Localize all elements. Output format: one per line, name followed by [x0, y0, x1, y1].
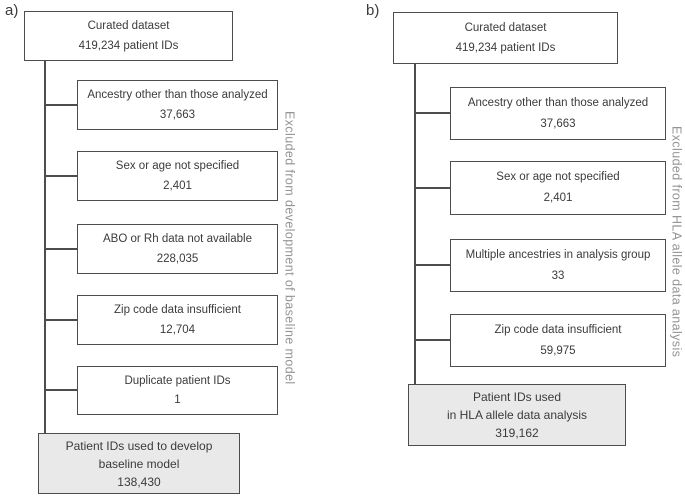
exclusion-box-sex-age: Sex or age not specified 2,401	[450, 161, 666, 215]
box-title: Curated dataset	[464, 21, 547, 34]
result-count: 138,430	[117, 474, 161, 489]
exclusion-label: Ancestry other than those analyzed	[467, 97, 649, 110]
curated-dataset-box: Curated dataset 419,234 patient IDs	[393, 12, 618, 64]
panel-b-label: b)	[366, 2, 380, 19]
box-count: 419,234 patient IDs	[455, 41, 556, 54]
exclusion-box-multiple-ancestries: Multiple ancestries in analysis group 33	[450, 239, 666, 292]
connector-stub	[44, 248, 77, 250]
panel-a-label: a)	[5, 2, 19, 19]
exclusion-count: 59,975	[540, 344, 576, 357]
exclusion-label: Sex or age not specified	[115, 160, 240, 173]
trunk-connector-line	[414, 64, 416, 384]
connector-stub	[414, 264, 450, 266]
side-note-excluded-baseline: Excluded from development of baseline mo…	[282, 110, 297, 385]
curated-dataset-box: Curated dataset 419,234 patient IDs	[24, 11, 233, 61]
exclusion-box-zip-code: Zip code data insufficient 59,975	[450, 314, 666, 367]
box-count: 419,234 patient IDs	[78, 39, 179, 52]
side-note-excluded-hla: Excluded from HLA allele data analysis	[669, 125, 684, 358]
result-box-hla-analysis: Patient IDs used in HLA allele data anal…	[408, 384, 626, 446]
result-line1: Patient IDs used	[472, 390, 562, 404]
exclusion-label: Multiple ancestries in analysis group	[465, 249, 651, 262]
trunk-connector-line	[44, 61, 46, 433]
result-box-baseline-model: Patient IDs used to develop baseline mod…	[38, 433, 240, 494]
connector-stub	[44, 319, 77, 321]
exclusion-label: Ancestry other than those analyzed	[87, 89, 268, 102]
exclusion-box-ancestry: Ancestry other than those analyzed 37,66…	[450, 87, 666, 140]
connector-stub	[414, 112, 450, 114]
connector-stub	[44, 104, 77, 106]
exclusion-count: 2,401	[163, 179, 192, 192]
result-line1: Patient IDs used to develop	[65, 438, 213, 453]
exclusion-label: Duplicate patient IDs	[124, 374, 231, 387]
exclusion-count: 37,663	[159, 108, 196, 121]
connector-stub	[44, 175, 77, 177]
connector-stub	[414, 339, 450, 341]
result-line2: in HLA allele data analysis	[446, 408, 588, 422]
exclusion-count: 1	[174, 393, 181, 406]
exclusion-box-duplicates: Duplicate patient IDs 1	[77, 366, 278, 415]
connector-stub	[414, 187, 450, 189]
exclusion-box-sex-age: Sex or age not specified 2,401	[77, 151, 278, 201]
exclusion-box-zip-code: Zip code data insufficient 12,704	[77, 295, 278, 345]
exclusion-box-abo-rh: ABO or Rh data not available 228,035	[77, 224, 278, 274]
exclusion-count: 12,704	[159, 323, 196, 336]
exclusion-count: 33	[551, 269, 565, 282]
result-line2: baseline model	[98, 456, 180, 471]
exclusion-label: Zip code data insufficient	[113, 304, 241, 317]
exclusion-label: Zip code data insufficient	[494, 324, 622, 337]
exclusion-label: ABO or Rh data not available	[103, 233, 252, 246]
exclusion-count: 37,663	[540, 117, 576, 130]
connector-stub	[44, 389, 77, 391]
exclusion-box-ancestry: Ancestry other than those analyzed 37,66…	[77, 80, 278, 130]
exclusion-count: 2,401	[543, 192, 573, 205]
result-count: 319,162	[495, 426, 539, 440]
exclusion-label: Sex or age not specified	[496, 171, 620, 184]
box-title: Curated dataset	[87, 20, 170, 33]
exclusion-count: 228,035	[156, 252, 199, 265]
